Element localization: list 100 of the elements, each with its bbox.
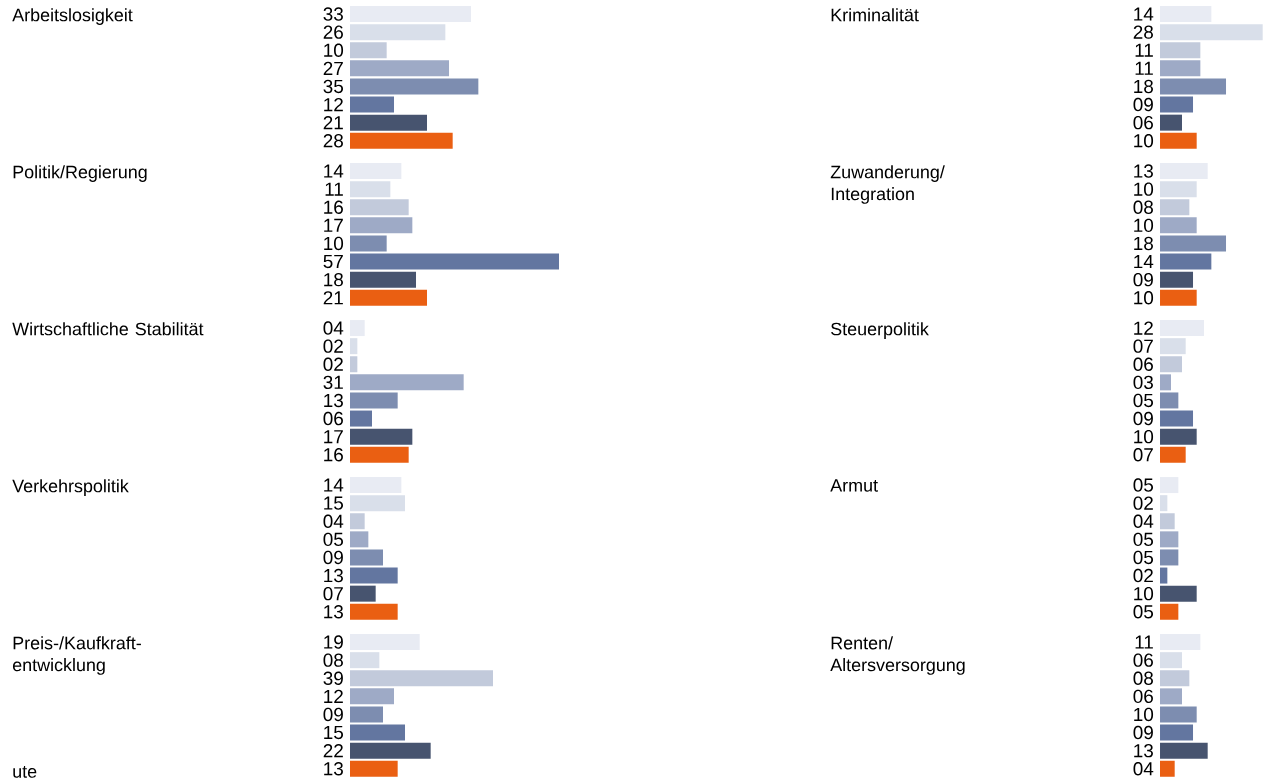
data-label: 18: [324, 272, 343, 287]
data-label: 13: [324, 568, 343, 583]
data-label: 05: [1133, 605, 1154, 619]
data-label: 11: [1135, 43, 1153, 57]
bar: [350, 6, 472, 23]
data-label: 14: [1134, 7, 1154, 21]
data-label: 18: [1134, 236, 1153, 251]
data-label: 21: [323, 291, 343, 305]
data-label: 15: [324, 725, 344, 740]
y-axis-title: Verkehrspolitik: [12, 479, 129, 496]
data-label: 19: [324, 635, 343, 649]
y-axis-title: Wirtschaftliche Stabilität: [12, 322, 204, 336]
y-axis-title: Preis-/Kaufkraft-entwicklung: [12, 636, 141, 675]
data-label: 10: [324, 43, 344, 57]
bar: [350, 531, 369, 548]
data-label: 05: [1133, 478, 1154, 492]
data-label: 39: [323, 671, 343, 685]
bar: [1160, 289, 1197, 306]
bar: [1160, 428, 1197, 445]
bar: [350, 549, 383, 566]
text: ute: [13, 766, 37, 778]
bar: [350, 477, 402, 494]
data-label: 04: [323, 514, 344, 528]
bar: [1160, 338, 1186, 355]
bar: [1160, 585, 1197, 602]
data-label: 05: [1133, 393, 1154, 408]
data-label: 10: [1134, 707, 1154, 722]
data-label: 27: [323, 61, 343, 75]
bar: [1160, 217, 1197, 234]
bar: [1160, 603, 1179, 620]
data-label: 07: [1133, 448, 1153, 462]
bar: [350, 446, 409, 463]
bar: [350, 356, 358, 373]
bar: [1160, 688, 1183, 705]
y-axis-title: Arbeitslosigkeit: [12, 8, 133, 25]
data-label: 06: [1133, 115, 1153, 130]
bar: [350, 603, 398, 620]
bar: [1160, 670, 1190, 687]
bar: [350, 96, 394, 113]
data-label: 02: [323, 339, 343, 353]
data-label: 06: [1133, 653, 1153, 667]
data-label: 28: [323, 134, 343, 148]
data-label: 11: [325, 182, 343, 196]
data-label: 14: [324, 164, 344, 178]
bar: [350, 78, 479, 95]
bar: [350, 688, 394, 705]
bar: [350, 24, 446, 41]
data-label: 05: [1133, 550, 1154, 565]
bar: [350, 60, 450, 77]
data-label: 26: [323, 25, 343, 39]
bar: [1160, 320, 1205, 337]
data-label: 21: [323, 116, 343, 130]
bar: [1160, 374, 1172, 391]
y-axis-title: Zuwanderung/ Integration: [830, 165, 945, 204]
y-axis-title: Steuerpolitik: [831, 322, 929, 339]
data-label: 18: [1134, 79, 1153, 94]
bar: [350, 163, 402, 180]
bar: [1160, 114, 1183, 131]
bar: [1160, 132, 1197, 149]
data-label: 13: [324, 605, 343, 619]
y-axis-title: Politik/Regierung: [13, 165, 147, 182]
bar: [1160, 477, 1179, 494]
data-label: 13: [324, 762, 343, 776]
data-label: 12: [324, 689, 343, 703]
data-label: 09: [323, 550, 343, 565]
data-label: 15: [324, 496, 344, 510]
y-axis-title: Renten/ Altersversorgung: [830, 636, 965, 675]
data-label: 11: [1135, 61, 1153, 75]
data-label: 13: [1134, 164, 1153, 178]
bar: [1160, 60, 1201, 77]
data-label: 28: [1133, 25, 1153, 39]
bar: [1160, 96, 1194, 113]
data-label: 22: [323, 744, 343, 758]
data-label: 08: [1133, 671, 1153, 685]
bar: [350, 271, 416, 288]
bar: [1160, 742, 1208, 759]
bar: [350, 42, 387, 59]
bar: [350, 181, 391, 198]
data-label: 10: [1134, 182, 1154, 196]
bar: [350, 742, 431, 759]
bar: [350, 670, 494, 687]
data-label: 14: [324, 478, 344, 492]
data-label: 10: [1134, 291, 1154, 305]
data-label: 09: [1133, 97, 1153, 112]
data-label: 13: [324, 393, 343, 408]
data-label: 13: [1134, 743, 1153, 758]
bar: [350, 513, 365, 530]
bar: [1160, 78, 1227, 95]
bar: [1160, 253, 1212, 270]
bar: [1160, 199, 1190, 216]
bar: [350, 428, 413, 445]
bar: [1160, 410, 1194, 427]
bar: [1160, 652, 1183, 669]
bar: [1160, 235, 1227, 252]
bar: [350, 235, 387, 252]
bar: [350, 374, 464, 391]
data-label: 57: [323, 254, 343, 269]
data-label: 14: [1134, 255, 1154, 269]
bar: [1160, 531, 1179, 548]
bar: [350, 320, 365, 337]
